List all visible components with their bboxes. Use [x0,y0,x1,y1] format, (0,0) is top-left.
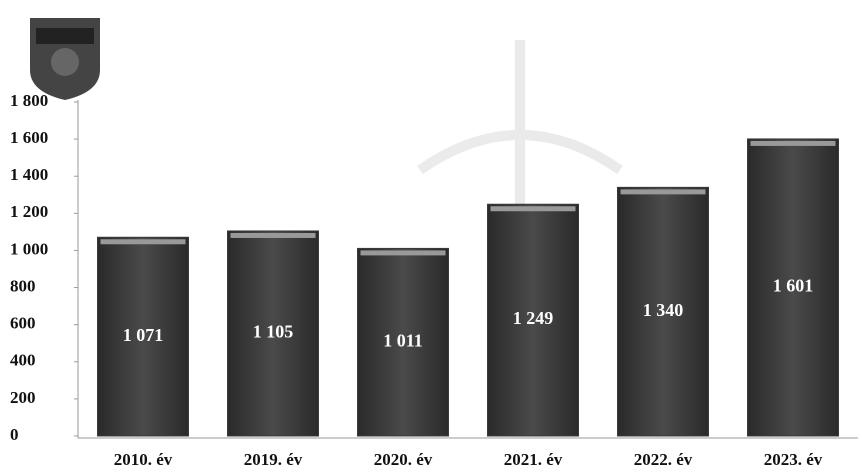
x-tick-label: 2022. év [634,450,693,469]
value-label: 1 011 [383,330,423,350]
y-tick-label: 1 200 [10,202,48,221]
logo [30,18,100,100]
y-tick-label: 1 800 [10,91,48,110]
bar [357,247,449,437]
y-tick-label: 1 000 [10,239,48,258]
y-tick-label: 200 [10,388,36,407]
bar-highlight [100,239,186,245]
bar-highlight [360,250,446,256]
y-tick-label: 1 600 [10,128,48,147]
bar [227,230,319,437]
bar-highlight [230,232,316,238]
bar [617,186,709,437]
x-tick-label: 2019. év [244,450,303,469]
bar-highlight [750,140,836,146]
bar [747,138,839,437]
x-tick-label: 2023. év [764,450,823,469]
y-tick-label: 600 [10,314,36,333]
y-tick-label: 400 [10,351,36,370]
bar [97,236,189,437]
value-label: 1 071 [123,325,164,345]
y-tick-label: 800 [10,276,36,295]
y-tick-label: 1 400 [10,165,48,184]
value-label: 1 105 [253,322,294,342]
bar [487,203,579,437]
x-tick-label: 2010. év [114,450,173,469]
x-tick-label: 2020. év [374,450,433,469]
value-label: 1 249 [513,308,554,328]
bar-highlight [490,206,576,212]
bar-highlight [620,189,706,195]
y-tick-label: 0 [10,425,19,444]
x-tick-label: 2021. év [504,450,563,469]
value-label: 1 340 [643,300,684,320]
value-label: 1 601 [773,276,814,296]
